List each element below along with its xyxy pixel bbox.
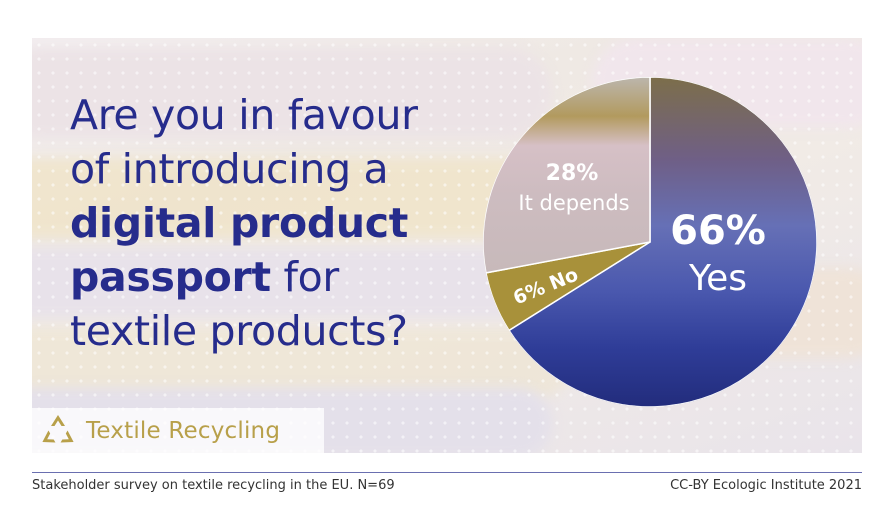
survey-question: Are you in favour of introducing a digit…	[70, 88, 490, 358]
recycle-icon	[42, 414, 74, 443]
brand-badge: Textile Recycling	[32, 408, 324, 453]
question-line-3: digital product	[70, 199, 409, 247]
brand-label: Textile Recycling	[86, 417, 281, 444]
question-line-2: of introducing a	[70, 145, 389, 193]
pie-slice-it-depends	[483, 77, 651, 274]
pie-slice-yes	[507, 77, 817, 407]
question-line-1: Are you in favour	[70, 91, 418, 139]
footer-credit: CC-BY Ecologic Institute 2021	[670, 478, 862, 493]
pie-label-it-depends-name: It depends	[518, 191, 629, 215]
question-line-4-rest: for	[270, 253, 339, 301]
pie-label-yes-name: Yes	[688, 258, 747, 299]
pie-label-it-depends-value: 28%	[546, 161, 599, 186]
pie-label-yes-value: 66%	[670, 208, 766, 254]
footer-source: Stakeholder survey on textile recycling …	[32, 478, 395, 493]
question-line-5: textile products?	[70, 307, 408, 355]
footer-divider	[32, 472, 862, 473]
question-line-4-bold: passport	[70, 253, 271, 301]
